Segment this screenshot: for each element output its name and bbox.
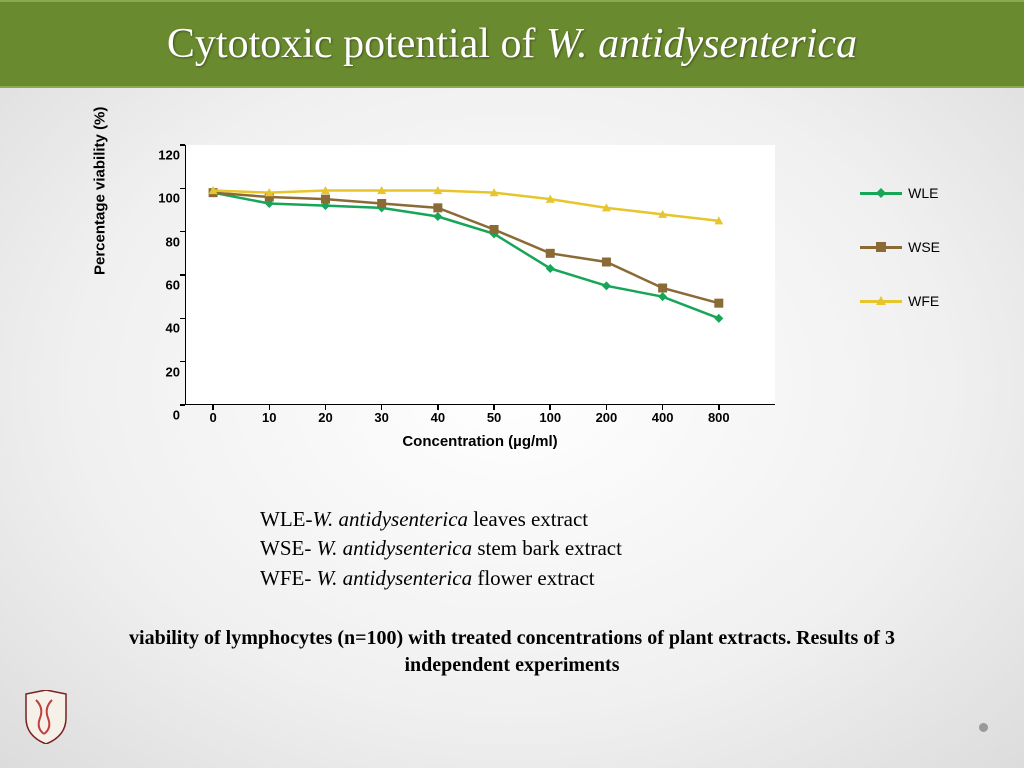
y-axis-ticks: 020406080100120 <box>145 145 180 405</box>
figure-caption: viability of lymphocytes (n=100) with tr… <box>80 625 944 679</box>
slide-number-dot <box>979 723 988 732</box>
x-tick: 200 <box>596 410 618 425</box>
y-tick: 60 <box>145 278 180 293</box>
y-tick: 120 <box>145 148 180 163</box>
shield-logo-icon <box>24 690 68 744</box>
x-tick: 40 <box>431 410 445 425</box>
definition-line: WSE- W. antidysenterica stem bark extrac… <box>260 534 622 563</box>
x-tick: 0 <box>209 410 216 425</box>
legend-item: WSE <box>860 239 940 255</box>
y-tick: 80 <box>145 234 180 249</box>
legend-item: WLE <box>860 185 940 201</box>
slide-header: Cytotoxic potential of W. antidysenteric… <box>0 0 1024 88</box>
slide-title: Cytotoxic potential of W. antidysenteric… <box>167 20 857 68</box>
x-tick: 20 <box>318 410 332 425</box>
x-axis-label: Concentration (µg/ml) <box>185 433 775 450</box>
chart-lines <box>185 145 775 405</box>
y-tick: 40 <box>145 321 180 336</box>
definition-line: WFE- W. antidysenterica flower extract <box>260 564 622 593</box>
chart-legend: WLE WSE WFE <box>860 185 940 347</box>
legend-label: WSE <box>908 239 940 255</box>
legend-label: WLE <box>908 185 938 201</box>
x-tick: 50 <box>487 410 501 425</box>
legend-item: WFE <box>860 293 940 309</box>
y-tick: 0 <box>145 408 180 423</box>
y-tick: 20 <box>145 364 180 379</box>
viability-chart: Percentage viability (%) 020406080100120… <box>100 135 920 455</box>
caption-line1: viability of lymphocytes (n=100) with tr… <box>129 627 895 649</box>
x-tick: 30 <box>374 410 388 425</box>
x-tick: 400 <box>652 410 674 425</box>
caption-line2: independent experiments <box>405 654 620 676</box>
definition-line: WLE-W. antidysenterica leaves extract <box>260 505 622 534</box>
title-text: Cytotoxic potential of <box>167 21 546 67</box>
x-tick: 800 <box>708 410 730 425</box>
legend-label: WFE <box>908 293 939 309</box>
y-tick: 100 <box>145 191 180 206</box>
y-axis-label: Percentage viability (%) <box>92 107 109 275</box>
x-tick: 100 <box>539 410 561 425</box>
x-tick: 10 <box>262 410 276 425</box>
title-italic: W. antidysenterica <box>546 21 857 67</box>
abbreviation-definitions: WLE-W. antidysenterica leaves extractWSE… <box>260 505 622 593</box>
